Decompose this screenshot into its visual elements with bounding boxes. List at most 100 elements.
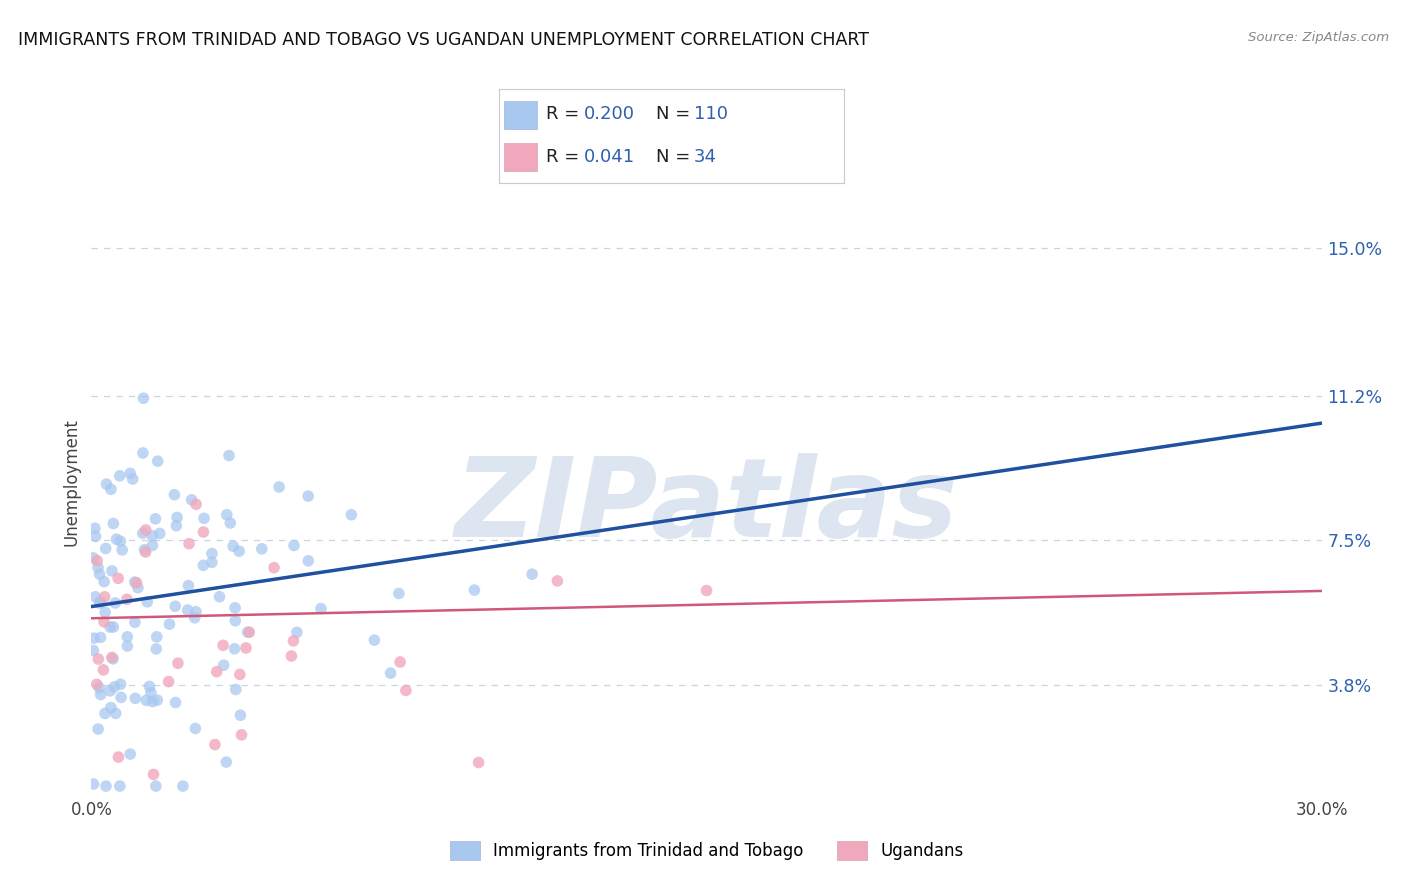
Point	[463, 583, 485, 598]
Point	[238, 625, 260, 640]
Point	[145, 641, 167, 656]
Point	[87, 560, 110, 574]
Point	[228, 544, 250, 558]
Point	[193, 511, 215, 525]
Point	[107, 571, 129, 585]
Point	[107, 750, 129, 764]
Point	[111, 543, 134, 558]
Point	[105, 533, 128, 547]
Point	[83, 631, 105, 645]
Point	[93, 590, 115, 604]
Point	[224, 641, 246, 656]
Point	[82, 551, 104, 566]
Text: N =: N =	[655, 148, 696, 166]
Point	[89, 596, 111, 610]
Point	[101, 652, 124, 666]
Point	[90, 631, 112, 645]
Point	[120, 747, 142, 761]
Point	[124, 575, 146, 590]
Point	[108, 779, 131, 793]
Point	[87, 652, 110, 666]
Point	[90, 688, 112, 702]
Point	[127, 581, 149, 595]
Point	[124, 691, 146, 706]
Point	[125, 575, 148, 590]
Point	[89, 594, 111, 608]
Point	[132, 526, 155, 541]
Point	[117, 639, 139, 653]
Point	[283, 539, 305, 553]
Point	[94, 541, 117, 556]
Point	[87, 722, 110, 736]
Point	[177, 536, 200, 550]
Point	[96, 477, 118, 491]
Point	[183, 611, 205, 625]
Point	[124, 615, 146, 630]
Point	[138, 680, 160, 694]
Point	[340, 508, 363, 522]
Text: 34: 34	[693, 148, 717, 166]
Text: N =: N =	[655, 105, 696, 123]
Point	[236, 625, 259, 640]
Point	[546, 574, 568, 588]
Point	[297, 554, 319, 568]
Point	[117, 630, 139, 644]
Point	[177, 579, 200, 593]
Point	[101, 564, 124, 578]
Point	[93, 574, 115, 589]
Text: 0.041: 0.041	[583, 148, 634, 166]
Point	[204, 738, 226, 752]
Text: R =: R =	[546, 105, 585, 123]
Point	[212, 658, 235, 673]
Point	[141, 529, 163, 543]
Point	[145, 512, 167, 526]
Point	[172, 779, 194, 793]
Point	[201, 555, 224, 569]
Point	[695, 583, 717, 598]
Point	[134, 542, 156, 557]
Text: Source: ZipAtlas.com: Source: ZipAtlas.com	[1249, 31, 1389, 45]
Text: IMMIGRANTS FROM TRINIDAD AND TOBAGO VS UGANDAN UNEMPLOYMENT CORRELATION CHART: IMMIGRANTS FROM TRINIDAD AND TOBAGO VS U…	[18, 31, 869, 49]
Point	[103, 680, 125, 694]
Point	[104, 706, 127, 721]
Point	[229, 667, 252, 681]
Point	[135, 545, 157, 559]
Point	[166, 510, 188, 524]
Point	[89, 567, 111, 582]
Point	[98, 683, 121, 698]
Point	[283, 633, 305, 648]
Point	[142, 695, 165, 709]
Point	[184, 497, 207, 511]
Point	[84, 590, 107, 604]
Text: 110: 110	[693, 105, 728, 123]
Point	[93, 615, 115, 629]
Point	[212, 638, 235, 652]
FancyBboxPatch shape	[505, 101, 537, 129]
Point	[193, 558, 215, 573]
Point	[132, 446, 155, 460]
Point	[86, 554, 108, 568]
Point	[165, 599, 187, 614]
Y-axis label: Unemployment: Unemployment	[62, 417, 80, 546]
FancyBboxPatch shape	[505, 143, 537, 171]
Point	[263, 560, 285, 574]
Point	[201, 547, 224, 561]
Point	[177, 603, 200, 617]
Point	[82, 777, 104, 791]
Point	[297, 489, 319, 503]
Point	[100, 483, 122, 497]
Point	[215, 508, 238, 522]
Point	[224, 600, 246, 615]
Point	[89, 681, 111, 695]
Point	[219, 516, 242, 530]
Point	[121, 472, 143, 486]
Point	[235, 640, 257, 655]
Point	[93, 663, 115, 677]
Point	[110, 690, 132, 705]
Point	[269, 480, 291, 494]
Point	[165, 696, 187, 710]
Point	[180, 492, 202, 507]
Point	[132, 391, 155, 405]
Point	[285, 625, 308, 640]
Point	[84, 529, 107, 543]
